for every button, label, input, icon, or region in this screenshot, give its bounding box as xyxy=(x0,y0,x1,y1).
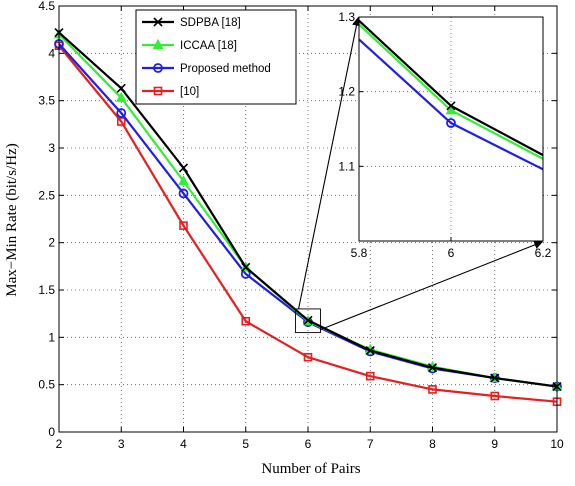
legend-label: ICCAA [18] xyxy=(180,40,237,52)
x-tick-label: 5 xyxy=(242,437,249,451)
x-tick-label: 10 xyxy=(550,437,564,451)
data-point-10 xyxy=(116,117,126,126)
legend-item-10: [10] xyxy=(142,86,199,98)
data-point-iccaa-18 xyxy=(115,91,127,102)
data-point-sdpba-18-stroke-b xyxy=(303,315,313,325)
y-tick-label: 2.5 xyxy=(38,188,55,202)
series-line-10 xyxy=(58,45,558,403)
series-10 xyxy=(54,41,562,407)
zoom-region-box xyxy=(295,308,321,334)
inset-series-iccaa-18 xyxy=(358,23,544,160)
data-point-10 xyxy=(241,316,251,326)
legend-item-sdpba-18: SDPBA [18] xyxy=(142,17,241,29)
data-point-10 xyxy=(428,385,437,394)
inset-y-tick-label: 1.1 xyxy=(338,159,355,173)
inset-x-tick-label: 6.2 xyxy=(535,246,552,260)
data-point-10 xyxy=(303,352,313,362)
inset-y-tick-label: 1.3 xyxy=(338,10,355,24)
x-tick-label: 3 xyxy=(118,437,125,451)
inset-series-proposed-method xyxy=(358,38,544,171)
inset-data-point-sdpba-18 xyxy=(446,101,456,111)
legend-label: SDPBA [18] xyxy=(180,17,241,29)
y-tick-label: 4.5 xyxy=(38,0,55,13)
x-tick-label: 9 xyxy=(491,437,498,451)
inset-series-sdpba-18 xyxy=(358,19,544,157)
data-point-sdpba-18 xyxy=(427,363,438,373)
y-axis-title: Max−Min Rate (bit/s/Hz) xyxy=(4,143,20,296)
data-point-sdpba-18-stroke-b xyxy=(490,373,500,383)
zoom-arrow-top xyxy=(298,16,361,310)
data-point-sdpba-18 xyxy=(365,346,375,356)
inset-data-point-sdpba-18-stroke-b xyxy=(446,101,456,111)
data-point-10 xyxy=(490,391,500,401)
y-tick-label: 1 xyxy=(48,330,55,344)
y-tick-label: 3.5 xyxy=(38,94,55,108)
series-sdpba-18 xyxy=(54,27,562,392)
data-point-sdpba-18-stroke-b xyxy=(365,346,375,356)
data-point-sdpba-18 xyxy=(116,83,126,93)
zoom-links xyxy=(298,16,544,331)
x-tick-label: 4 xyxy=(180,437,187,451)
data-point-sdpba-18 xyxy=(178,163,189,173)
legend-marker-sdpba-18 xyxy=(153,17,163,27)
legend-item-proposed-method: Proposed method xyxy=(142,63,271,75)
legend-marker-sdpba-18-stroke-b xyxy=(153,17,163,27)
legend-marker-iccaa-18 xyxy=(152,38,164,49)
legend-label: Proposed method xyxy=(180,63,271,75)
data-point-sdpba-18 xyxy=(490,373,500,383)
data-point-sdpba-18-stroke-b xyxy=(241,262,251,272)
data-point-sdpba-18 xyxy=(241,262,251,272)
data-point-sdpba-18 xyxy=(303,315,313,325)
data-point-sdpba-18-stroke-b xyxy=(178,163,189,173)
x-axis-title: Number of Pairs xyxy=(261,461,360,477)
plot-frame xyxy=(58,5,558,433)
y-tick-label: 4 xyxy=(48,46,55,60)
y-tick-label: 0.5 xyxy=(38,378,55,392)
legend-label: [10] xyxy=(180,86,199,98)
data-point-10 xyxy=(179,221,188,230)
x-tick-label: 2 xyxy=(56,437,63,451)
data-point-proposed-method xyxy=(178,188,189,199)
y-tick-label: 1.5 xyxy=(38,283,55,297)
data-point-iccaa-18 xyxy=(178,175,189,186)
inset-x-tick-label: 5.8 xyxy=(351,246,368,260)
legend-marker-10 xyxy=(153,86,163,96)
data-point-sdpba-18-stroke-b xyxy=(427,363,438,373)
y-tick-label: 2 xyxy=(48,236,55,250)
legend-box xyxy=(135,9,297,105)
data-point-sdpba-18-stroke-b xyxy=(116,83,126,93)
x-tick-label: 8 xyxy=(429,437,436,451)
y-tick-label: 0 xyxy=(48,425,55,439)
inset-frame xyxy=(358,16,544,242)
inset-plot: 5.8 6 6.2 1.1 1.2 1.3 xyxy=(338,10,551,260)
inset-data-point-proposed-method xyxy=(446,118,456,128)
legend-item-iccaa-18: ICCAA [18] xyxy=(142,38,237,52)
y-tick-label: 3 xyxy=(48,141,55,155)
inset-x-tick-label: 6 xyxy=(448,246,455,260)
inset-y-tick-label: 1.2 xyxy=(338,85,355,99)
legend-marker-proposed-method xyxy=(153,63,163,73)
zoom-arrow-bottom xyxy=(320,240,544,331)
data-point-10 xyxy=(365,371,375,381)
x-tick-label: 7 xyxy=(367,437,374,451)
data-point-proposed-method xyxy=(116,108,127,118)
x-tick-label: 6 xyxy=(305,437,312,451)
inset-series-line-proposed-method xyxy=(358,38,544,171)
inset-data-point-iccaa-18 xyxy=(445,104,457,115)
legend: SDPBA [18] ICCAA [18] Proposed method [10] xyxy=(135,9,297,105)
